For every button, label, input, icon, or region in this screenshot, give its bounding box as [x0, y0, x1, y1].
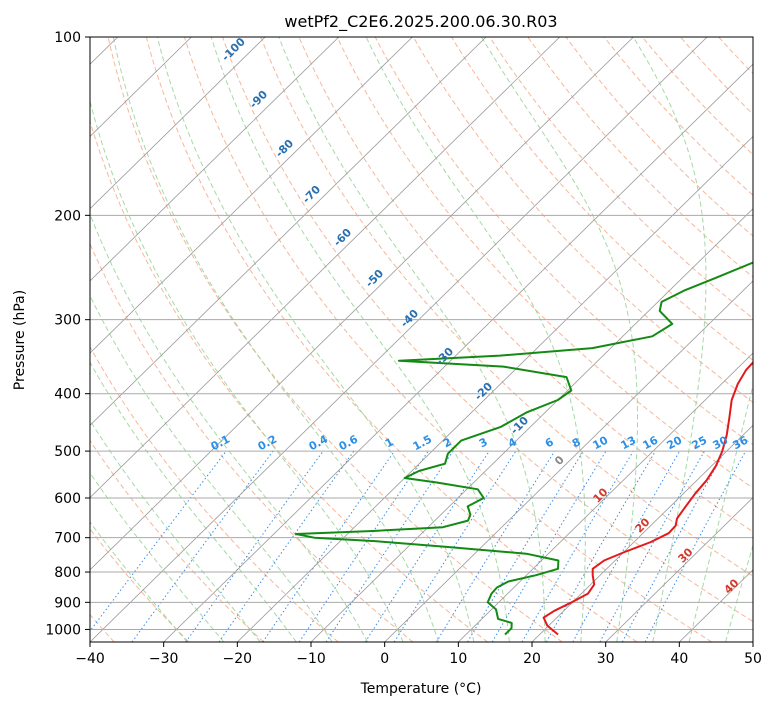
- isotherm-line: [90, 37, 340, 282]
- mixing-ratio-label: 10: [591, 433, 611, 452]
- moist-adiabat-line: [725, 543, 753, 642]
- dry-adiabat-line: [451, 37, 753, 361]
- dry-adiabat-line: [107, 37, 563, 642]
- isotherm-line: [90, 37, 561, 499]
- x-tick-label: 50: [744, 651, 762, 667]
- y-tick-label: 700: [54, 531, 81, 547]
- isotherm-line: [90, 37, 413, 354]
- mixing-ratio-line: [262, 450, 395, 642]
- dry-adiabats: [90, 37, 753, 642]
- isobars: [90, 37, 753, 630]
- dry-adiabat-line: [603, 37, 753, 196]
- isotherm-line: [90, 37, 708, 642]
- moist-adiabat-line: [632, 37, 707, 642]
- moist-adiabat-line: [90, 361, 297, 642]
- temperature-profile-line: [542, 360, 753, 636]
- mixing-ratio-line: [572, 450, 681, 642]
- isotherm-line: [310, 208, 753, 642]
- x-tick-label: −10: [296, 651, 326, 667]
- moist-adiabat-line: [688, 382, 753, 642]
- isotherm-line: [163, 63, 753, 642]
- dry-adiabat-line: [90, 242, 414, 642]
- isotherm-line: [237, 135, 753, 642]
- moist-adiabat-line: [90, 99, 404, 642]
- profile-series: [295, 261, 753, 636]
- mixing-ratio-label: 25: [690, 434, 710, 453]
- isotherm-line: [90, 37, 634, 571]
- dry-adiabat-line: [90, 439, 264, 642]
- mixing-ratio-line: [393, 450, 517, 642]
- moist-adiabat-line: [156, 37, 475, 642]
- y-tick-label: 200: [54, 208, 81, 224]
- x-tick-label: 40: [670, 651, 688, 667]
- isotherm-line: [90, 37, 266, 210]
- mixing-ratio-line: [131, 450, 274, 642]
- x-axis-ticks: −40 −30 −20 −10 0 10 20 30 40 50: [75, 642, 762, 667]
- dry-adiabat-line: [336, 37, 753, 489]
- isotherm-line: [384, 280, 753, 642]
- dewpoint-profile-line: [295, 261, 753, 636]
- mixing-ratio-label: 36: [731, 433, 751, 452]
- y-tick-label: 1000: [45, 622, 81, 638]
- moist-adiabat-line: [278, 37, 546, 642]
- mixing-ratio-label: 13: [619, 434, 639, 453]
- x-tick-label: −20: [223, 651, 253, 667]
- x-tick-label: −40: [75, 651, 105, 667]
- moist-adiabat-line: [365, 37, 586, 642]
- moist-adiabat-line: [210, 37, 510, 642]
- moist-adiabat-line: [90, 212, 369, 642]
- dry-adiabat-line: [90, 345, 339, 642]
- mixing-ratio-line: [467, 450, 584, 642]
- plot-area: -100-90-80-70-60-50-40-30-20-1000.1 0.2 0.…: [90, 37, 753, 642]
- dry-adiabat-line: [183, 37, 712, 642]
- x-axis-label: Temperature (°C): [360, 681, 482, 697]
- mixing-ratio-line: [435, 450, 556, 642]
- x-tick-label: 20: [523, 651, 541, 667]
- mixing-ratio-line: [364, 450, 490, 642]
- moist-adiabat-line: [112, 37, 439, 642]
- y-tick-label: 300: [54, 313, 81, 329]
- moist-adiabats: [90, 37, 753, 642]
- y-tick-label: 900: [54, 595, 81, 611]
- dry-adiabat-line: [489, 37, 753, 320]
- x-tick-label: 30: [597, 651, 615, 667]
- mixing-ratio-line: [218, 450, 355, 642]
- moist-adiabat-line: [481, 37, 638, 642]
- plot-frame: [89, 36, 754, 643]
- y-tick-label: 800: [54, 565, 81, 581]
- dry-adiabat-line: [90, 119, 488, 642]
- isotherm-line: [90, 37, 487, 426]
- mixing-ratio-line: [90, 450, 227, 632]
- y-tick-label: 400: [54, 387, 81, 403]
- mixing-ratio-line: [325, 450, 454, 642]
- isotherm-line: [458, 352, 753, 642]
- isotherm-line: [605, 496, 753, 642]
- mixing-ratio-label: 20: [665, 433, 685, 452]
- mixing-ratio-lines: [90, 450, 747, 642]
- x-tick-label: 10: [449, 651, 467, 667]
- x-tick-label: 0: [380, 651, 389, 667]
- isotherms: [90, 37, 753, 642]
- y-axis-label: Pressure (hPa): [12, 290, 28, 390]
- y-tick-label: 100: [54, 30, 81, 46]
- y-tick-label: 500: [54, 444, 81, 460]
- dry-adiabat-line: [298, 37, 753, 533]
- dry-adiabat-line: [260, 37, 753, 577]
- moist-adiabat-line: [90, 294, 333, 642]
- mixing-ratio-line: [298, 450, 429, 642]
- mixing-ratio-line: [599, 450, 705, 642]
- x-tick-label: −30: [149, 651, 179, 667]
- y-axis-ticks: 100 200 300 400 500 600 700 800 900 1000: [45, 30, 90, 638]
- isotherm-line: [531, 424, 753, 642]
- chart-title: wetPf2_C2E6.2025.200.06.30.R03: [284, 12, 557, 32]
- dry-adiabat-line: [145, 37, 638, 642]
- y-tick-label: 600: [54, 491, 81, 507]
- mixing-ratio-label: 30: [711, 433, 731, 452]
- mixing-ratio-line: [621, 450, 726, 642]
- mixing-ratio-label: 16: [641, 433, 661, 452]
- mixing-ratio-line: [185, 450, 324, 642]
